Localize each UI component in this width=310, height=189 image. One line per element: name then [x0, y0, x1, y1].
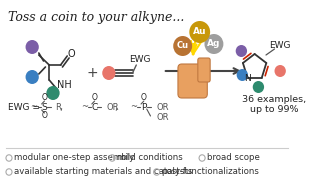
- FancyBboxPatch shape: [198, 58, 210, 82]
- Circle shape: [205, 34, 224, 54]
- Text: up to 99%: up to 99%: [250, 105, 299, 114]
- Circle shape: [173, 36, 192, 56]
- Text: O: O: [141, 94, 147, 102]
- Text: Cu: Cu: [177, 42, 189, 50]
- Text: Au: Au: [193, 28, 206, 36]
- Circle shape: [46, 86, 60, 100]
- Text: post-functionalizations: post-functionalizations: [162, 167, 259, 177]
- FancyBboxPatch shape: [178, 64, 207, 98]
- Circle shape: [25, 70, 39, 84]
- Text: available starting materials and catalysts: available starting materials and catalys…: [14, 167, 192, 177]
- Text: O: O: [42, 112, 47, 121]
- Text: OR: OR: [107, 102, 119, 112]
- Text: EWG: EWG: [269, 40, 291, 50]
- Text: O: O: [42, 94, 47, 102]
- Text: ,: ,: [114, 102, 118, 112]
- Text: EWG =: EWG =: [7, 102, 39, 112]
- Circle shape: [236, 45, 247, 57]
- Text: Toss a coin to your alkyne...: Toss a coin to your alkyne...: [7, 11, 184, 24]
- Circle shape: [253, 81, 264, 93]
- Text: P: P: [141, 102, 147, 112]
- Circle shape: [189, 21, 210, 43]
- Text: ~: ~: [130, 102, 137, 112]
- Circle shape: [102, 66, 116, 80]
- Text: EWG: EWG: [129, 56, 151, 64]
- Text: Ag: Ag: [207, 40, 221, 49]
- Circle shape: [25, 40, 39, 54]
- Text: R: R: [55, 102, 61, 112]
- Text: 36 examples,: 36 examples,: [242, 94, 307, 104]
- Text: ~: ~: [31, 102, 38, 112]
- Text: S: S: [42, 102, 47, 112]
- Text: N: N: [245, 74, 251, 83]
- Text: C: C: [91, 102, 98, 112]
- Text: modular one-step assembly: modular one-step assembly: [14, 153, 134, 163]
- Circle shape: [275, 65, 286, 77]
- Text: OR: OR: [156, 112, 169, 122]
- Text: ~: ~: [81, 102, 88, 112]
- Text: OR: OR: [156, 102, 169, 112]
- Text: O: O: [92, 94, 98, 102]
- Text: +: +: [86, 66, 98, 80]
- Text: ,: ,: [60, 102, 63, 112]
- Text: broad scope: broad scope: [207, 153, 260, 163]
- Text: O: O: [67, 49, 75, 59]
- Circle shape: [237, 69, 248, 81]
- Text: mild conditions: mild conditions: [117, 153, 183, 163]
- Text: NH: NH: [57, 80, 72, 90]
